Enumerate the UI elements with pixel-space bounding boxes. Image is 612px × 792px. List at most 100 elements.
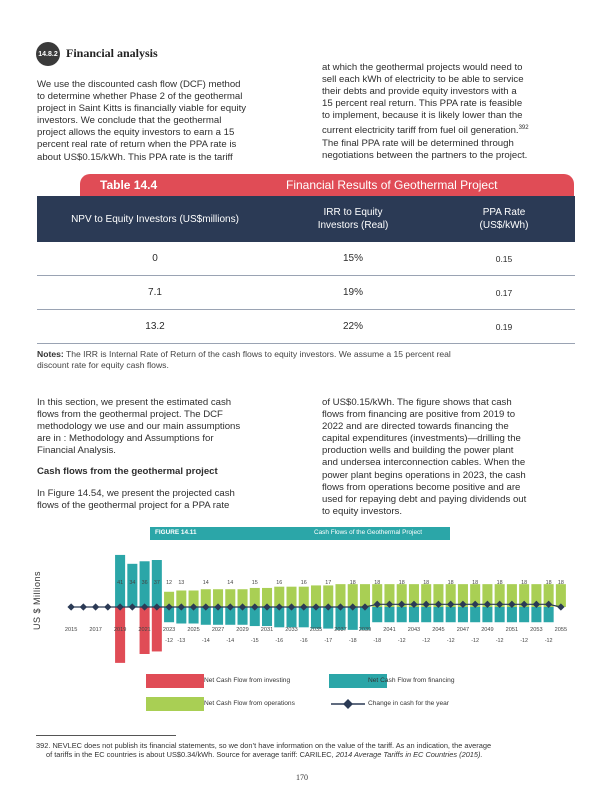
legend-line-change-in-cash xyxy=(331,699,365,709)
x-tick-label: 2041 xyxy=(383,627,395,633)
bar-financing xyxy=(262,607,273,627)
x-tick-label: 2017 xyxy=(89,627,101,633)
text-line: are in : Methodology and Assumptions for xyxy=(37,433,214,445)
bar-operations xyxy=(164,591,175,607)
bar-operations xyxy=(213,589,224,607)
bar-financing xyxy=(274,607,285,628)
footnote-line: 392. NEVLEC does not publish its financi… xyxy=(36,741,492,750)
data-label: 18 xyxy=(472,580,478,586)
table-title-bar: Table 14.4 Financial Results of Geotherm… xyxy=(80,174,574,196)
x-tick-label: 2053 xyxy=(530,627,542,633)
data-label: 16 xyxy=(276,580,282,586)
bar-investing xyxy=(151,607,162,652)
data-label: -16 xyxy=(275,638,283,644)
bar-financing xyxy=(421,607,432,623)
text-line: methodology we use and our main assumpti… xyxy=(37,421,241,433)
series-point-change-in-cash xyxy=(79,603,88,611)
text-line: of US$0.15/kWh. The figure shows that ca… xyxy=(322,397,512,408)
notes-line: Notes: The IRR is Internal Rate of Retur… xyxy=(37,349,577,360)
table-header-cell: IRR to Equity Investors (Real) xyxy=(317,207,389,231)
bar-financing xyxy=(335,607,346,630)
data-label: 13 xyxy=(178,580,184,586)
text-line: capital expenditures (investments)—drill… xyxy=(322,433,521,445)
bar-financing xyxy=(115,554,126,607)
footnote-text: of tariffs in the EC countries is about … xyxy=(46,750,336,760)
body-right-column: of US$0.15/kWh. The figure shows that ca… xyxy=(322,397,580,518)
bar-operations xyxy=(531,584,542,607)
bar-financing xyxy=(408,607,419,623)
bar-operations xyxy=(262,587,273,607)
table-header-cell: NPV to Equity Investors (US$millions) xyxy=(71,213,239,225)
data-label: 18 xyxy=(546,580,552,586)
bar-operations xyxy=(298,586,309,607)
text-line: flows from the geothermal project. The D… xyxy=(37,409,223,421)
bar-investing xyxy=(139,607,150,654)
data-label: -12 xyxy=(471,638,479,644)
table-cell: 0.19 xyxy=(495,321,513,332)
cash-flow-chart: 2015 2017 2019 2021 2023 2025 2027 2029 2031 2033… xyxy=(65,554,567,663)
legend-label: Net Cash Flow from operations xyxy=(204,700,295,707)
table-cell: 0.15 xyxy=(495,253,513,264)
text-line: flows from operations become positive an… xyxy=(322,481,521,493)
text-line: their debts and provide equity investors… xyxy=(322,86,517,98)
table-cell: 22% xyxy=(342,321,363,332)
x-tick-label: 2055 xyxy=(555,627,567,633)
bar-operations xyxy=(445,584,456,607)
bar-operations xyxy=(408,584,419,607)
text-line: production wells and building the power … xyxy=(322,445,514,457)
data-label: 37 xyxy=(154,580,160,586)
bar-operations xyxy=(310,585,322,607)
text-line: sell each kWh of electricity to be able … xyxy=(322,74,524,86)
footnote-line: of tariffs in the EC countries is about … xyxy=(36,750,576,759)
bar-financing xyxy=(506,607,517,623)
bar-operations xyxy=(433,584,444,607)
text-line: used for repaying debt and paying divide… xyxy=(322,493,527,505)
bar-financing xyxy=(372,607,383,623)
text-line: power plant begins operations in 2023, t… xyxy=(322,469,526,481)
data-label: 41 xyxy=(117,580,123,586)
bar-operations xyxy=(372,584,383,607)
data-label: -18 xyxy=(373,638,381,644)
data-label: -12 xyxy=(422,638,430,644)
chart-legend: Net Cash Flow from investing Net Cash Fl… xyxy=(146,673,586,715)
data-label: 34 xyxy=(129,580,135,586)
data-label: -12 xyxy=(165,638,173,644)
data-label: -12 xyxy=(447,638,455,644)
legend-label: Net Cash Flow from financing xyxy=(368,677,455,684)
bar-operations xyxy=(323,585,334,607)
legend-swatch-investing xyxy=(146,674,204,688)
x-tick-label: 2039 xyxy=(359,627,371,633)
x-tick-label: 2047 xyxy=(457,627,469,633)
intro-left-column: We use the discounted cash flow (DCF) me… xyxy=(37,79,297,164)
data-label: 18 xyxy=(558,580,564,586)
text-line: and undersea interconnection cables. Whe… xyxy=(322,457,526,469)
bar-operations xyxy=(225,589,236,607)
bar-operations xyxy=(519,584,530,607)
bar-operations xyxy=(286,586,297,607)
footnote-ref[interactable]: 392 xyxy=(518,125,529,132)
table-cell: 0 xyxy=(152,253,158,264)
bar-financing xyxy=(286,607,297,628)
bar-operations xyxy=(188,590,199,607)
data-label: 14 xyxy=(203,580,209,586)
x-tick-label: 2015 xyxy=(65,627,77,633)
bar-operations xyxy=(176,590,187,607)
bar-operations xyxy=(482,584,493,607)
text-line: to determine whether Phase 2 of the geot… xyxy=(37,91,243,103)
bar-financing xyxy=(470,607,481,623)
x-tick-label: 2045 xyxy=(432,627,444,633)
bar-operations xyxy=(200,589,211,607)
bar-financing xyxy=(384,607,395,623)
bar-financing xyxy=(543,607,554,623)
section-number-badge: 14.8.2 xyxy=(36,42,60,66)
data-label: 18 xyxy=(448,580,454,586)
bar-financing xyxy=(237,607,248,625)
footnote-divider xyxy=(36,735,176,736)
text-line: Financial Analysis. xyxy=(37,445,116,457)
text-line: percent real rate of return when the PPA… xyxy=(37,139,237,151)
bar-operations xyxy=(494,584,505,607)
x-tick-label: 2021 xyxy=(138,627,150,633)
data-label: 18 xyxy=(497,580,503,586)
data-label: -15 xyxy=(251,638,259,644)
chart-y-axis-label: US $ Millions xyxy=(32,570,42,630)
